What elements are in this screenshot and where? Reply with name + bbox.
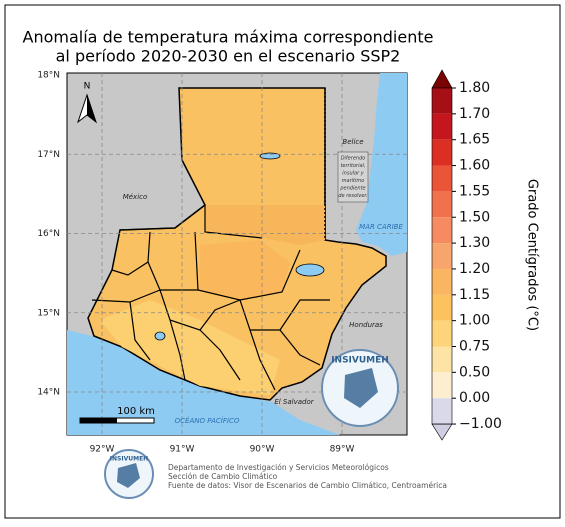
colorbar-tick-label: 1.30 <box>459 235 490 251</box>
border <box>169 319 186 381</box>
border <box>119 203 263 239</box>
colorbar-bin <box>432 165 452 192</box>
north-label: N <box>84 82 91 92</box>
footer-logo-shape <box>117 463 140 488</box>
lon-label: 91°W <box>170 445 195 455</box>
border <box>129 301 151 361</box>
colorbar-bin <box>432 113 452 140</box>
colorbar-bin <box>432 294 452 321</box>
lon-label: 90°W <box>250 445 275 455</box>
lon-label: 89°W <box>330 445 355 455</box>
lat-label: 16°N <box>37 229 60 239</box>
title-line: Anomalía de temperatura máxima correspon… <box>23 28 434 47</box>
colorbar-tick-label: 0.75 <box>459 339 490 355</box>
colorbar-bin <box>432 346 452 373</box>
lat-label: 15°N <box>37 308 60 318</box>
colorbar-tick-label: 1.80 <box>459 80 490 96</box>
dispute-line: marítimo <box>342 177 365 184</box>
colorbar-title: Grado Centígrados (°C) <box>525 179 540 331</box>
colorbar: 1.80 1.70 1.65 1.60 1.55 1.50 1.30 1.20 1.15 1.00… <box>431 69 502 441</box>
colorbar-tick-label: 0.00 <box>459 390 490 406</box>
colorbar-frame <box>431 87 453 425</box>
logo-shape <box>344 368 378 408</box>
title-line: al período 2020-2030 en el escenario SSP… <box>56 47 401 66</box>
colorbar-bin <box>432 88 452 114</box>
colorbar-tick-label: 1.70 <box>459 106 490 122</box>
dispute-line: de resolver. <box>338 193 367 199</box>
sea-label: OCÉANO PACÍFICO <box>175 416 240 425</box>
footer-line: Sección de Cambio Climático <box>168 472 278 481</box>
colorbar-bin <box>432 372 452 399</box>
lake <box>295 263 325 277</box>
place: El Salvador <box>274 398 314 406</box>
footer-logo-text: INSIVUMEH <box>110 456 148 463</box>
colorbar-tick-label: 1.00 <box>459 313 490 329</box>
colorbar-bin <box>432 243 452 269</box>
colorbar-bin <box>432 217 452 244</box>
colorbar-tick-label: 0.50 <box>459 364 490 380</box>
scale-bar <box>80 418 117 423</box>
border <box>279 329 321 366</box>
dispute-line: pendiente <box>339 186 365 192</box>
colorbar-bin <box>432 320 452 347</box>
footer-line: Departamento de Investigación y Servicio… <box>168 463 389 472</box>
lon-label: 92°W <box>90 445 115 455</box>
dispute-line: insular y <box>342 171 364 177</box>
north-arrow <box>87 95 96 122</box>
border <box>249 329 276 391</box>
colorbar-tick-label: 1.65 <box>459 132 490 148</box>
sea-label: MAR CARIBE <box>359 223 403 231</box>
lat-label: 18°N <box>37 71 60 81</box>
pacific <box>67 330 340 435</box>
scale-label: 100 km <box>117 406 155 417</box>
colorbar-bin <box>432 398 452 425</box>
colorbar-tick-label: 1.20 <box>459 261 490 277</box>
place: Belice <box>342 138 363 146</box>
lake <box>154 331 166 341</box>
footer-line: Fuente de datos: Visor de Escenarios de … <box>168 481 447 490</box>
colorbar-tick-label: 1.60 <box>459 158 490 174</box>
dispute-line: Diferendo <box>341 156 366 162</box>
logo-text: INSIVUMEH <box>331 356 389 366</box>
colorbar-bin <box>432 191 452 218</box>
colorbar-bin <box>432 268 452 295</box>
south-coast <box>100 300 280 395</box>
colorbar-bin <box>432 139 452 166</box>
colorbar-tick-label: 1.15 <box>459 287 490 303</box>
caribbean <box>356 73 407 256</box>
alta-verapaz <box>200 240 290 300</box>
dispute-line: territorial, <box>340 163 365 169</box>
colorbar-tick-label: −1.00 <box>459 416 502 432</box>
colorbar-tick-label: 1.55 <box>459 183 490 199</box>
border <box>111 231 151 276</box>
lat-label: 17°N <box>37 150 60 160</box>
map: N México Belice Honduras El Salvador MAR… <box>66 72 408 436</box>
place: México <box>123 193 148 201</box>
dispute-box <box>337 151 369 203</box>
lat-label: 14°N <box>37 388 60 398</box>
colorbar-tick-label: 1.50 <box>459 209 490 225</box>
place: Honduras <box>349 321 383 329</box>
